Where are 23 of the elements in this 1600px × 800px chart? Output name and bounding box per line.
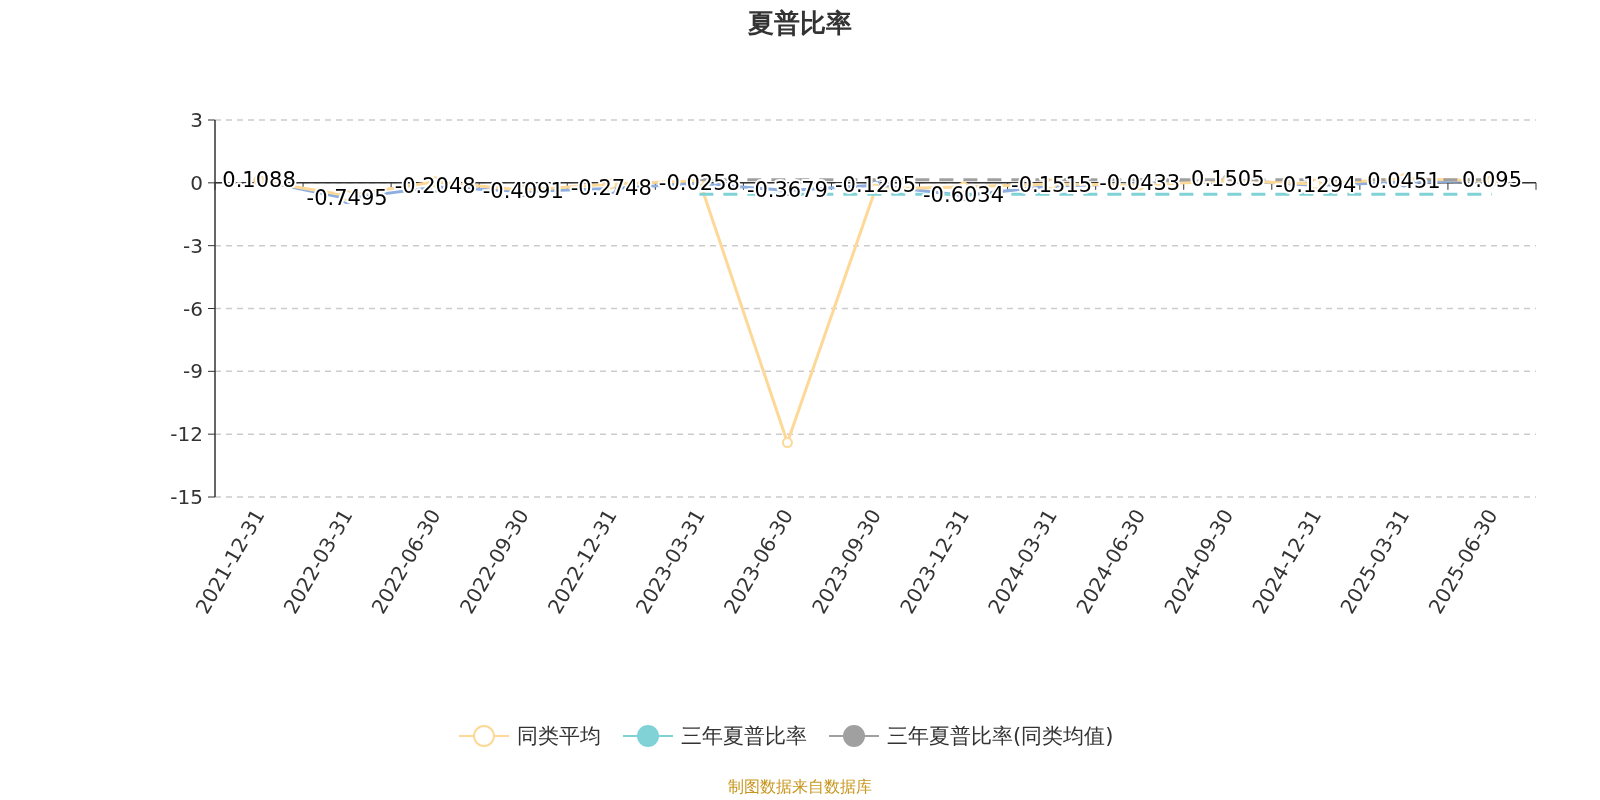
y-tick-label: -15	[170, 485, 203, 509]
legend-label: 三年夏普比率(同类均值)	[887, 724, 1114, 748]
y-tick-label: -6	[183, 296, 203, 321]
legend-label: 同类平均	[517, 724, 601, 748]
y-tick-label: 3	[190, 108, 203, 132]
y-tick-label: 0	[190, 170, 203, 195]
data-label: -0.4091	[482, 178, 564, 203]
data-label: -0.7495	[306, 185, 388, 210]
y-tick-label: -3	[183, 233, 203, 258]
data-label: -0.0433	[1099, 171, 1181, 196]
data-label: 0.1505	[1191, 167, 1265, 192]
data-label: -0.1294	[1275, 172, 1357, 197]
data-label: -0.0258	[658, 170, 740, 195]
legend-label: 三年夏普比率	[681, 724, 807, 748]
data-label: -0.6034	[923, 182, 1005, 207]
data-label: -0.2748	[570, 175, 652, 200]
data-label: 0.0451	[1367, 169, 1441, 194]
data-label: -0.2048	[394, 174, 476, 199]
text: 制图数据来自数据库	[728, 777, 872, 796]
chart-title: 夏普比率	[747, 8, 852, 38]
y-tick-label: -9	[183, 359, 203, 384]
data-label: -0.3679	[746, 177, 828, 202]
y-tick-label: -12	[170, 422, 203, 447]
